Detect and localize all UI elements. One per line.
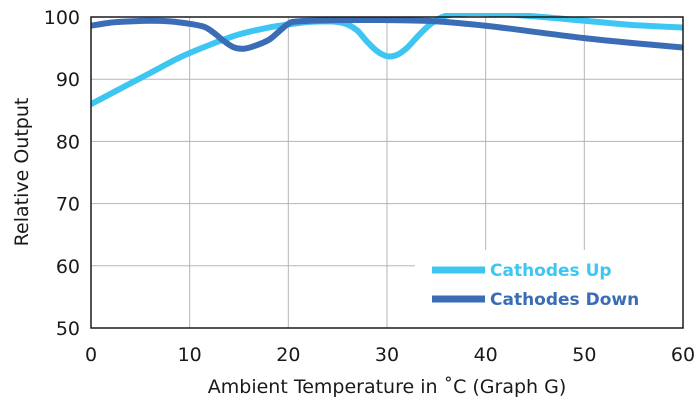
legend: Cathodes Up Cathodes Down	[415, 250, 683, 328]
series-line-cathodes-down	[91, 16, 683, 52]
x-axis-tick-labels: 0 10 20 30 40 50 60	[85, 344, 695, 366]
y-tick-label: 50	[56, 318, 80, 340]
legend-label-cathodes-up: Cathodes Up	[490, 261, 612, 281]
plot-frame	[90, 16, 684, 329]
legend-item-cathodes-up: Cathodes Up	[432, 261, 612, 281]
x-tick-label: 40	[474, 344, 498, 366]
y-axis-title: Relative Output	[11, 98, 33, 247]
y-tick-label: 70	[56, 194, 80, 216]
x-tick-label: 60	[671, 344, 695, 366]
y-tick-label: 100	[44, 7, 80, 29]
y-tick-label: 80	[56, 131, 80, 153]
legend-background	[415, 250, 683, 328]
x-axis-title: Ambient Temperature in ˚C (Graph G)	[208, 376, 567, 398]
x-tick-label: 10	[178, 344, 202, 366]
y-tick-label: 90	[56, 69, 80, 91]
series-lines	[91, 13, 683, 108]
x-tick-label: 20	[276, 344, 300, 366]
x-tick-label: 50	[572, 344, 596, 366]
x-tick-label: 0	[85, 344, 97, 366]
legend-label-cathodes-down: Cathodes Down	[490, 290, 639, 310]
y-axis-tick-labels: 50 60 70 80 90 100	[44, 7, 80, 340]
legend-item-cathodes-down: Cathodes Down	[432, 290, 639, 310]
x-tick-label: 30	[375, 344, 399, 366]
y-tick-label: 60	[56, 256, 80, 278]
